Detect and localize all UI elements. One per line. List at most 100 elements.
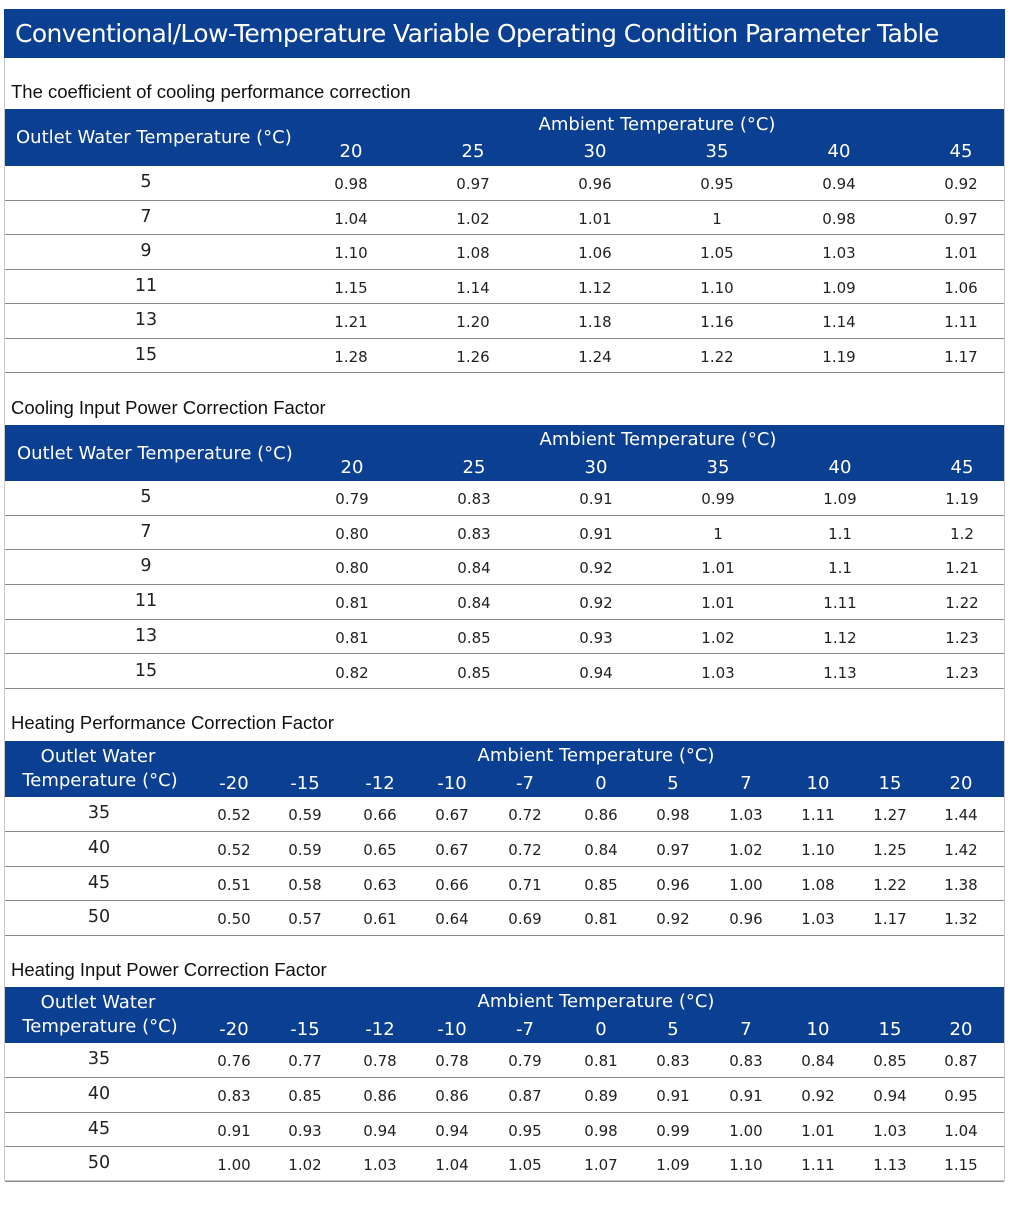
table-cell: 0.80 (335, 524, 369, 543)
table-cell: 1.06 (944, 278, 978, 297)
table-2-title: Cooling Input Power Correction Factor (11, 397, 326, 418)
table-cell: 1.23 (945, 663, 979, 682)
table-1-column-header: 40 (827, 141, 851, 162)
table-cell: 0.71 (508, 875, 542, 894)
table-4-column-header: 20 (949, 1019, 973, 1040)
table-cell: 1.19 (822, 347, 856, 366)
table-3-title: Heating Performance Correction Factor (11, 712, 334, 733)
table-4-column-header: -15 (290, 1019, 320, 1040)
table-cell: 1.09 (656, 1156, 690, 1175)
table-cell: 1.03 (729, 806, 763, 824)
table-cell: 0.85 (457, 663, 491, 682)
table-cell: 0.92 (579, 559, 613, 578)
table-cell: 0.69 (508, 910, 542, 929)
table-cell: 1.21 (334, 313, 368, 331)
table-cell: 1.15 (334, 278, 368, 297)
table-2-ambient-label: Ambient Temperature (°C) (539, 429, 777, 450)
table-cell: 0.85 (288, 1086, 322, 1105)
table-cell: 0.78 (435, 1052, 469, 1070)
table-2-column-header: 20 (340, 457, 364, 478)
table-cell: 1.42 (944, 840, 978, 859)
table-cell: 0.95 (508, 1121, 542, 1140)
table-row: 50 1.00 1.02 1.03 1.04 1.05 1.07 1.09 1.10 1.11 1.… (5, 1147, 1004, 1183)
table-cell: 1.17 (944, 347, 978, 366)
table-cell: 1.12 (578, 278, 612, 297)
table-cell: 0.67 (435, 806, 469, 824)
table-cell: 0.83 (457, 524, 491, 543)
table-4-column-header: 0 (595, 1019, 607, 1040)
table-cell: 0.81 (584, 910, 618, 929)
table-cell: 1.01 (578, 209, 612, 228)
table-2-column-header: 40 (828, 457, 852, 478)
row-label: 13 (134, 625, 158, 646)
table-cell: 0.63 (363, 875, 397, 894)
table-cell: 1.03 (801, 910, 835, 929)
table-3-row-header-line1: Outlet Water (40, 746, 156, 767)
table-cell: 0.81 (335, 628, 369, 647)
table-cell: 0.78 (363, 1052, 397, 1070)
table-cell: 0.91 (579, 490, 613, 508)
table-4-column-header: 10 (806, 1019, 830, 1040)
table-row: 35 0.52 0.59 0.66 0.67 0.72 0.86 0.98 1.03 1.11 1.… (5, 797, 1004, 832)
row-label: 40 (87, 1083, 111, 1104)
table-3-row-header-line2: Temperature (°C) (22, 770, 178, 791)
table-cell: 0.92 (801, 1086, 835, 1105)
table-3-column-header: 15 (878, 773, 902, 794)
table-cell: 1 (712, 209, 722, 228)
table-row: 11 0.81 0.84 0.92 1.01 1.11 1.22 (5, 585, 1004, 620)
table-3-header: Outlet Water Temperature (°C) Ambient Te… (5, 741, 1004, 797)
table-cell: 0.83 (457, 490, 491, 508)
table-cell: 0.50 (217, 910, 251, 929)
table-cell: 0.98 (822, 209, 856, 228)
table-cell: 0.94 (363, 1121, 397, 1140)
table-cell: 1.27 (873, 806, 907, 824)
table-cell: 0.95 (700, 175, 734, 193)
table-cell: 1.02 (701, 628, 735, 647)
table-cell: 0.96 (656, 875, 690, 894)
table-cell: 1.08 (456, 244, 490, 262)
table-cell: 1.02 (729, 840, 763, 859)
table-cell: 1.16 (700, 313, 734, 331)
table-4-column-header: -20 (219, 1019, 249, 1040)
table-cell: 0.96 (578, 175, 612, 193)
table-4-ambient-label: Ambient Temperature (°C) (477, 991, 715, 1012)
table-cell: 0.84 (457, 559, 491, 578)
table-cell: 1.11 (801, 1156, 835, 1175)
table-row: 11 1.15 1.14 1.12 1.10 1.09 1.06 (5, 270, 1004, 304)
title-bar: Conventional/Low-Temperature Variable Op… (4, 9, 1005, 58)
row-label: 40 (87, 837, 111, 858)
table-cell: 0.83 (729, 1052, 763, 1070)
table-cell: 0.82 (335, 663, 369, 682)
table-cell: 0.79 (508, 1052, 542, 1070)
table-1-column-header: 35 (705, 141, 729, 162)
table-cell: 0.92 (944, 175, 978, 193)
table-3-column-header: -15 (290, 773, 320, 794)
table-cell: 1.25 (873, 840, 907, 859)
table-1-column-header: 30 (583, 141, 607, 162)
table-cell: 0.85 (873, 1052, 907, 1070)
table-1-ambient-label: Ambient Temperature (°C) (538, 114, 776, 135)
table-cell: 0.86 (363, 1086, 397, 1105)
table-cell: 1.18 (578, 313, 612, 331)
table-cell: 0.80 (335, 559, 369, 578)
row-label: 15 (134, 660, 158, 681)
table-1-header: Outlet Water Temperature (°C) Ambient Te… (5, 109, 1004, 166)
table-4-column-header: -12 (365, 1019, 395, 1040)
table-cell: 0.66 (363, 806, 397, 824)
table-cell: 1.12 (823, 628, 857, 647)
table-row: 15 1.28 1.26 1.24 1.22 1.19 1.17 (5, 339, 1004, 373)
table-cell: 1.00 (729, 875, 763, 894)
table-row: 40 0.83 0.85 0.86 0.86 0.87 0.89 0.91 0.91 0.92 0.… (5, 1078, 1004, 1113)
table-cell: 1.04 (334, 209, 368, 228)
row-label: 15 (134, 344, 158, 365)
table-cell: 0.95 (944, 1086, 978, 1105)
table-3-column-header: 10 (806, 773, 830, 794)
table-cell: 1 (713, 524, 723, 543)
table-cell: 1.06 (578, 244, 612, 262)
table-cell: 0.98 (584, 1121, 618, 1140)
table-row: 13 0.81 0.85 0.93 1.02 1.12 1.23 (5, 620, 1004, 655)
table-cell: 0.81 (584, 1052, 618, 1070)
table-cell: 0.52 (217, 806, 251, 824)
table-cell: 1.20 (456, 313, 490, 331)
table-cell: 1.01 (701, 559, 735, 578)
